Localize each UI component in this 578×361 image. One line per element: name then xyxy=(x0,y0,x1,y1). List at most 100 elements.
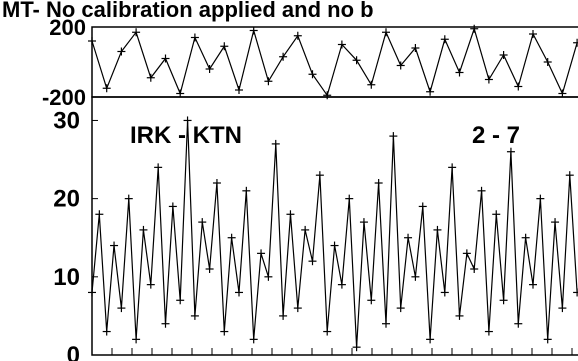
amplitude-data-point xyxy=(249,335,258,344)
amplitude-data-point xyxy=(573,288,578,297)
amplitude-data-point xyxy=(529,280,537,289)
amplitude-y-tick-label: 30 xyxy=(53,107,80,134)
amplitude-data-point xyxy=(235,288,243,297)
amplitude-data-point xyxy=(102,327,111,336)
amplitude-data-point xyxy=(382,319,390,328)
phase-data-point xyxy=(440,35,449,44)
amplitude-data-point xyxy=(359,218,368,227)
x-axis-ticks xyxy=(91,348,573,355)
amplitude-data-point xyxy=(168,202,177,211)
amplitude-data-point xyxy=(132,335,141,344)
amplitude-data-point xyxy=(514,319,523,328)
amplitude-data-point xyxy=(492,210,501,219)
amplitude-data-point xyxy=(301,225,310,234)
amplitude-data-point xyxy=(88,288,96,297)
amplitude-y-ticks: 30 20 10 0 xyxy=(53,107,98,361)
amplitude-data-point xyxy=(146,280,155,289)
amplitude-y-tick-label: 10 xyxy=(53,264,80,291)
phase-data-point xyxy=(543,58,552,66)
amplitude-y-tick-label: 20 xyxy=(53,186,80,213)
amplitude-data-point xyxy=(477,186,486,195)
amplitude-data-point xyxy=(543,335,552,344)
amplitude-data-point xyxy=(212,179,221,187)
amplitude-data-point xyxy=(462,249,471,258)
amplitude-data-point xyxy=(448,163,457,172)
amplitude-data-point xyxy=(279,311,288,320)
phase-series-line xyxy=(91,26,578,97)
phase-data-point xyxy=(352,56,361,65)
phase-y-tick-label: -200 xyxy=(42,85,86,110)
phase-data-point xyxy=(190,33,199,42)
phase-data-point xyxy=(529,30,537,38)
amplitude-data-point xyxy=(521,233,530,242)
amplitude-data-point xyxy=(551,218,560,227)
phase-data-point xyxy=(308,70,317,79)
amplitude-data-point xyxy=(198,218,207,227)
amplitude-data-point xyxy=(183,116,192,125)
amplitude-data-point xyxy=(345,194,354,203)
phase-data-point xyxy=(470,24,479,33)
phase-data-point xyxy=(382,28,390,37)
phase-data-point xyxy=(102,84,111,93)
amplitude-data-point xyxy=(176,296,185,305)
phase-data-point xyxy=(396,61,405,70)
amplitude-data-point xyxy=(323,327,332,336)
phase-y-ticks: 200 -200 xyxy=(42,15,98,110)
amplitude-data-point xyxy=(286,210,295,219)
amplitude-series xyxy=(88,116,578,352)
amplitude-data-point xyxy=(154,163,163,172)
phase-data-point xyxy=(426,87,435,96)
amplitude-data-point xyxy=(124,194,133,203)
phase-data-point xyxy=(117,47,126,56)
amplitude-data-point xyxy=(161,319,170,328)
phase-data-point xyxy=(573,38,578,47)
phase-data-point xyxy=(88,37,96,45)
amplitude-data-point xyxy=(404,233,413,242)
amplitude-panel: 30 20 10 0 IRK - KTN 2 - 7 xyxy=(53,96,578,361)
amplitude-data-point xyxy=(264,272,273,281)
phase-data-point xyxy=(455,68,464,77)
phase-data-point xyxy=(161,54,170,63)
phase-data-point xyxy=(337,40,346,49)
amplitude-data-point xyxy=(536,194,545,203)
amplitude-series-line xyxy=(91,120,578,348)
amplitude-data-point xyxy=(499,296,508,305)
channel-label: 2 - 7 xyxy=(472,122,520,149)
amplitude-data-point xyxy=(205,265,214,273)
phase-panel: 200 -200 xyxy=(42,15,578,110)
amplitude-data-point xyxy=(352,343,361,352)
amplitude-data-point xyxy=(257,249,266,258)
amplitude-y-tick-label: 0 xyxy=(67,342,80,361)
amplitude-data-point xyxy=(455,311,464,320)
amplitude-data-point xyxy=(190,311,199,320)
amplitude-data-point xyxy=(396,304,405,313)
amplitude-data-point xyxy=(308,257,317,266)
phase-data-point xyxy=(220,42,229,51)
phase-data-point xyxy=(293,31,302,40)
phase-data-point xyxy=(249,26,258,35)
phase-data-point xyxy=(484,75,493,84)
amplitude-data-point xyxy=(242,186,251,195)
amplitude-data-point xyxy=(337,280,346,289)
amplitude-data-point xyxy=(470,265,479,273)
phase-data-point xyxy=(323,91,332,100)
amplitude-data-point xyxy=(565,171,574,180)
phase-data-point xyxy=(205,65,214,73)
phase-data-point xyxy=(264,77,273,86)
amplitude-data-point xyxy=(558,304,567,313)
phase-data-point xyxy=(235,86,243,94)
amplitude-data-point xyxy=(389,132,398,141)
chart-title: MT- No calibration applied and no b xyxy=(2,0,374,22)
amplitude-data-point xyxy=(330,241,339,250)
amplitude-data-point xyxy=(484,327,493,336)
amplitude-data-point xyxy=(506,147,515,156)
amplitude-data-point xyxy=(367,296,376,305)
phase-data-point xyxy=(279,52,288,61)
amplitude-data-point xyxy=(117,304,126,313)
phase-data-point xyxy=(411,44,420,52)
amplitude-data-point xyxy=(418,202,427,211)
amplitude-data-point xyxy=(440,288,449,297)
phase-data-point xyxy=(146,73,155,82)
phase-data-point xyxy=(176,89,185,98)
